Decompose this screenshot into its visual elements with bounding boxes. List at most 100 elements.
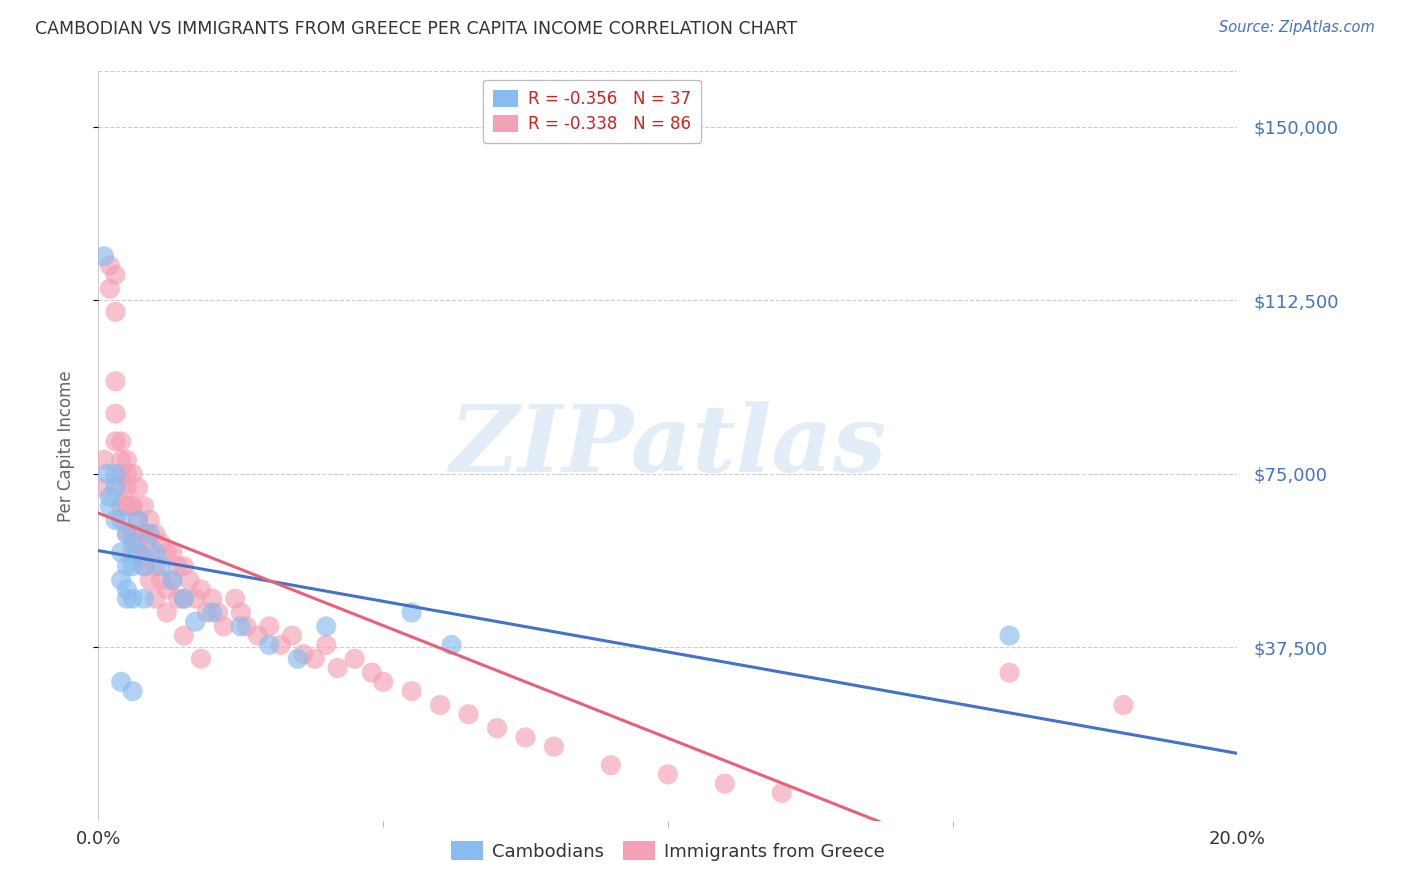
Point xyxy=(115,499,138,513)
Point xyxy=(770,786,793,800)
Point xyxy=(115,467,138,481)
Text: ZIPatlas: ZIPatlas xyxy=(450,401,886,491)
Point xyxy=(156,545,179,559)
Point xyxy=(246,629,269,643)
Point xyxy=(115,527,138,541)
Point xyxy=(104,434,127,449)
Point xyxy=(515,731,537,745)
Point xyxy=(270,638,292,652)
Point xyxy=(401,684,423,698)
Point xyxy=(600,758,623,772)
Point xyxy=(121,527,143,541)
Point xyxy=(429,698,451,712)
Point xyxy=(115,453,138,467)
Point xyxy=(127,513,149,527)
Point xyxy=(195,606,218,620)
Point xyxy=(138,545,160,559)
Point xyxy=(145,545,167,559)
Point xyxy=(121,684,143,698)
Point xyxy=(162,545,184,559)
Legend: R = -0.356   N = 37, R = -0.338   N = 86: R = -0.356 N = 37, R = -0.338 N = 86 xyxy=(482,79,700,143)
Point xyxy=(96,467,118,481)
Point xyxy=(115,481,138,495)
Point xyxy=(281,629,304,643)
Point xyxy=(127,536,149,550)
Point xyxy=(132,549,155,564)
Point xyxy=(115,559,138,574)
Point xyxy=(326,661,349,675)
Point xyxy=(132,499,155,513)
Point xyxy=(229,606,252,620)
Point xyxy=(110,513,132,527)
Point xyxy=(127,513,149,527)
Point xyxy=(110,573,132,587)
Point xyxy=(93,249,115,263)
Point xyxy=(190,582,212,597)
Point xyxy=(173,559,195,574)
Point xyxy=(998,665,1021,680)
Point xyxy=(132,591,155,606)
Point xyxy=(98,490,121,504)
Point xyxy=(201,591,224,606)
Point xyxy=(457,707,479,722)
Point xyxy=(304,652,326,666)
Point xyxy=(115,591,138,606)
Point xyxy=(714,777,737,791)
Point xyxy=(179,573,201,587)
Point xyxy=(201,606,224,620)
Point xyxy=(104,407,127,421)
Point xyxy=(998,629,1021,643)
Point xyxy=(121,527,143,541)
Point xyxy=(110,453,132,467)
Point xyxy=(132,559,155,574)
Point xyxy=(110,499,132,513)
Point xyxy=(127,536,149,550)
Point xyxy=(259,619,281,633)
Point xyxy=(207,606,229,620)
Point xyxy=(110,545,132,559)
Point xyxy=(104,374,127,388)
Point xyxy=(138,527,160,541)
Point xyxy=(110,481,132,495)
Point xyxy=(145,591,167,606)
Point xyxy=(150,559,173,574)
Point xyxy=(343,652,366,666)
Point xyxy=(98,259,121,273)
Point xyxy=(104,513,127,527)
Point xyxy=(162,573,184,587)
Point xyxy=(121,536,143,550)
Point xyxy=(127,545,149,559)
Point xyxy=(224,591,246,606)
Point xyxy=(292,647,315,661)
Point xyxy=(121,499,143,513)
Point xyxy=(93,481,115,495)
Point xyxy=(115,499,138,513)
Point xyxy=(287,652,309,666)
Point xyxy=(190,652,212,666)
Point xyxy=(167,591,190,606)
Point xyxy=(93,453,115,467)
Point xyxy=(401,606,423,620)
Point xyxy=(104,268,127,282)
Point xyxy=(145,527,167,541)
Point xyxy=(104,481,127,495)
Point xyxy=(132,559,155,574)
Point xyxy=(184,591,207,606)
Point xyxy=(173,629,195,643)
Point xyxy=(121,467,143,481)
Point xyxy=(212,619,235,633)
Point xyxy=(229,619,252,633)
Point xyxy=(543,739,565,754)
Point xyxy=(138,513,160,527)
Text: Source: ZipAtlas.com: Source: ZipAtlas.com xyxy=(1219,20,1375,35)
Point xyxy=(259,638,281,652)
Point xyxy=(173,591,195,606)
Point xyxy=(315,619,337,633)
Text: CAMBODIAN VS IMMIGRANTS FROM GREECE PER CAPITA INCOME CORRELATION CHART: CAMBODIAN VS IMMIGRANTS FROM GREECE PER … xyxy=(35,20,797,37)
Point xyxy=(184,615,207,629)
Point xyxy=(98,499,121,513)
Point xyxy=(127,481,149,495)
Point xyxy=(115,582,138,597)
Point xyxy=(110,467,132,481)
Point xyxy=(138,573,160,587)
